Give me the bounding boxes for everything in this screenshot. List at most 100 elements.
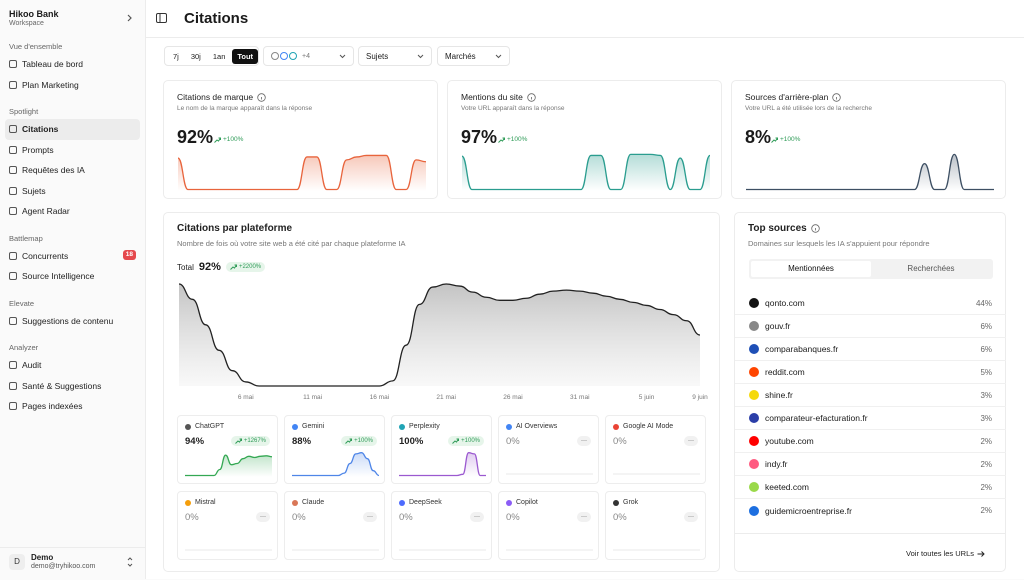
kpi-sparkline: [462, 153, 710, 191]
kpi-card: Mentions du site Votre URL apparaît dans …: [447, 80, 722, 199]
filter-select[interactable]: Marchés: [437, 46, 510, 66]
source-row: keeted.com 2%: [735, 476, 1006, 499]
arrow-shape: [771, 137, 778, 143]
kpi-title-text: Mentions du site: [461, 92, 523, 102]
arrow-head: [218, 137, 221, 140]
arrow-head: [456, 438, 460, 441]
arrow-head: [981, 550, 985, 557]
info-circle: [527, 92, 536, 102]
sparkline-area: [292, 452, 379, 477]
nav-icon: [9, 272, 17, 281]
sidebar-toggle[interactable]: [156, 13, 167, 23]
arrow-shape: [230, 264, 237, 270]
source-share: 3%: [980, 413, 992, 423]
see-all-link[interactable]: Voir toutes les URLs: [906, 549, 985, 558]
trend-arrow: [345, 438, 353, 444]
platform-name-text: Mistral: [195, 499, 216, 506]
nav-item[interactable]: Pages indexées: [5, 396, 140, 417]
x-tick-label: 9 juin: [692, 394, 708, 401]
kpi-sparkline: [178, 154, 426, 191]
nav-item[interactable]: Plan Marketing: [5, 75, 140, 96]
top-sources-title: Top sources: [748, 223, 820, 234]
nav-item[interactable]: Audit: [5, 355, 140, 376]
source-row: qonto.com 44%: [735, 292, 1006, 315]
favicon: [749, 344, 759, 354]
platform-select[interactable]: +4: [263, 46, 354, 66]
filter-select[interactable]: Sujets: [358, 46, 432, 66]
nav-item[interactable]: Concurrents 18: [5, 246, 140, 267]
source-domain: comparateur-efacturation.fr: [765, 413, 868, 423]
nav-item[interactable]: Tableau de bord: [5, 54, 140, 75]
source-domain: keeted.com: [765, 482, 809, 492]
period-option[interactable]: Tout: [232, 48, 259, 64]
sparkline-line: [178, 154, 426, 191]
nav-label: Pages indexées: [22, 401, 83, 412]
nav-item[interactable]: Requêtes des IA: [5, 160, 140, 181]
workspace-chevron[interactable]: [126, 14, 134, 22]
arrow-head: [234, 264, 237, 267]
nav-item[interactable]: Source Intelligence: [5, 266, 140, 287]
kpi-value: 8%: [745, 127, 772, 147]
platform-card: Google AI Mode 0% —: [605, 415, 706, 484]
nav-label: Source Intelligence: [22, 271, 95, 282]
nav-item[interactable]: Agent Radar: [5, 201, 140, 222]
platform-change-text: +1267%: [243, 438, 266, 444]
info-icon: [811, 224, 820, 233]
user-box[interactable]: D Demo demo@tryhikoo.com: [0, 547, 145, 580]
platform-dot: [271, 52, 279, 60]
source-row: reddit.com 5%: [735, 361, 1006, 384]
source-row: guidemicroentreprise.fr 2%: [735, 499, 1006, 522]
link-arrow: [977, 550, 985, 557]
nav-item[interactable]: Sujets: [5, 181, 140, 202]
tab[interactable]: Mentionnées: [751, 261, 871, 277]
chart-area: [179, 284, 700, 386]
trend-arrow: [230, 264, 237, 270]
avatar: D: [9, 554, 25, 570]
platform-value: 0%: [506, 512, 520, 523]
arrow-shape: [234, 438, 242, 444]
chevron-shape: [417, 54, 424, 58]
arrow-head: [502, 137, 505, 140]
period-option[interactable]: 7j: [173, 51, 179, 61]
sidebar: Hikoo Bank Workspace Vue d'ensemble Table…: [0, 0, 146, 579]
top-sources-card: Top sources Domaines sur lesquels les IA …: [734, 212, 1006, 572]
platform-baseline: [506, 549, 593, 551]
area-chart: 6 mai 11 mai 16 mai 21 mai 26 mai 31 mai 5 jui…: [178, 283, 708, 401]
sparkline-area: [399, 452, 486, 477]
nav-label: Suggestions de contenu: [22, 315, 114, 326]
top-sources-description: Domaines sur lesquels les IA s'appuient …: [748, 239, 930, 248]
nav-section-title: Elevate: [9, 298, 35, 308]
nav-item[interactable]: Santé & Suggestions: [5, 376, 140, 397]
chart-description: Nombre de fois où votre site web a été c…: [177, 239, 406, 248]
trend-arrow: [452, 438, 460, 444]
period-option[interactable]: 1an: [212, 51, 226, 61]
platform-change: +100%: [448, 436, 484, 446]
platform-change-text: +100%: [354, 438, 373, 444]
period-option[interactable]: 30j: [190, 51, 201, 61]
platform-change-text: —: [688, 514, 694, 520]
favicon: [749, 436, 759, 446]
chevron: [495, 54, 502, 58]
platform-change: —: [363, 512, 377, 522]
chevron-shape: [127, 14, 132, 22]
info-circle: [257, 92, 266, 102]
source-row: comparateur-efacturation.fr 3%: [735, 407, 1006, 430]
nav-item[interactable]: Prompts: [5, 140, 140, 161]
nav-icon: [9, 207, 17, 216]
platform-card: Perplexity 100% +100%: [391, 415, 492, 484]
source-row: gouv.fr 6%: [735, 315, 1006, 338]
platform-sparkline: [399, 452, 486, 477]
kpi-title-text: Sources d'arrière-plan: [745, 92, 829, 102]
nav-item[interactable]: Citations: [5, 119, 140, 140]
platform-icon: [506, 499, 512, 506]
x-tick-label: 5 juin: [639, 394, 655, 401]
kpi-title: Sources d'arrière-plan: [745, 92, 842, 102]
favicon: [749, 505, 759, 516]
nav-item[interactable]: Suggestions de contenu: [5, 311, 140, 332]
total-value: 92%: [198, 261, 221, 273]
platform-value: 94%: [185, 436, 205, 447]
platform-name-text: Google AI Mode: [623, 423, 674, 430]
source-share: 2%: [980, 482, 992, 492]
tab[interactable]: Recherchées: [907, 264, 955, 273]
